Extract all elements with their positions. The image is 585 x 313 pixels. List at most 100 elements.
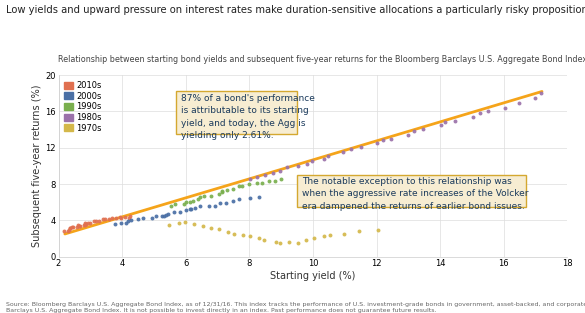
Point — [81, 221, 91, 226]
Point — [182, 208, 191, 213]
Point — [356, 145, 366, 150]
Point — [166, 203, 176, 208]
Point — [73, 223, 82, 228]
Point — [169, 209, 178, 214]
Point — [301, 238, 310, 243]
Point — [160, 213, 169, 218]
Point — [111, 222, 120, 227]
Point — [126, 214, 135, 219]
Y-axis label: Subsequent five-year returns (%): Subsequent five-year returns (%) — [32, 85, 42, 247]
Point — [276, 240, 285, 245]
Point — [229, 186, 238, 191]
Point — [176, 209, 185, 214]
Point — [323, 154, 332, 159]
Point — [64, 228, 74, 233]
Point — [147, 215, 156, 220]
Point — [268, 170, 277, 175]
Point — [254, 194, 264, 199]
Point — [271, 239, 280, 244]
Point — [101, 217, 110, 222]
Point — [193, 197, 202, 202]
Point — [174, 221, 184, 226]
Point — [253, 180, 262, 185]
Point — [198, 224, 208, 229]
Point — [475, 110, 484, 115]
Point — [234, 183, 243, 188]
Point — [83, 220, 92, 225]
Point — [235, 197, 244, 202]
Point — [223, 229, 232, 234]
Point — [124, 215, 133, 220]
Text: 87% of a bond's performance
is attributable to its starting
yield, and today, th: 87% of a bond's performance is attributa… — [181, 94, 315, 140]
Point — [117, 221, 126, 226]
Point — [205, 204, 214, 209]
Point — [85, 220, 94, 225]
Point — [254, 236, 264, 241]
Point — [179, 201, 188, 206]
Point — [80, 221, 90, 226]
Point — [157, 213, 167, 218]
Point — [190, 222, 199, 227]
Point — [66, 225, 75, 230]
Point — [206, 225, 215, 230]
Point — [190, 205, 199, 210]
Point — [309, 235, 319, 240]
Point — [74, 223, 84, 228]
Point — [436, 122, 445, 127]
Point — [325, 233, 335, 238]
Point — [302, 161, 312, 166]
Point — [536, 90, 545, 95]
Point — [185, 199, 195, 204]
Point — [66, 225, 75, 230]
Point — [133, 217, 143, 222]
Point — [319, 234, 329, 239]
Point — [245, 196, 254, 201]
Point — [99, 217, 108, 222]
Point — [230, 231, 239, 236]
Point — [186, 207, 195, 212]
Point — [373, 141, 382, 146]
Point — [264, 178, 273, 183]
Point — [196, 204, 205, 209]
Point — [237, 184, 246, 189]
Point — [218, 189, 227, 194]
Point — [92, 219, 101, 224]
Point — [189, 198, 198, 203]
Point — [294, 164, 303, 169]
Point — [260, 238, 269, 243]
Point — [441, 120, 450, 125]
Point — [275, 168, 284, 173]
X-axis label: Starting yield (%): Starting yield (%) — [270, 271, 356, 281]
Point — [222, 187, 232, 192]
Point — [210, 203, 219, 208]
Point — [483, 109, 492, 114]
Text: Relationship between starting bond yields and subsequent five-year returns for t: Relationship between starting bond yield… — [58, 55, 585, 64]
Point — [60, 228, 69, 233]
Point — [419, 126, 428, 131]
Text: The notable exception to this relationship was
when the aggressive rate increase: The notable exception to this relationsh… — [302, 177, 528, 211]
Point — [180, 220, 190, 225]
Point — [104, 216, 113, 221]
Point — [199, 193, 209, 198]
Point — [164, 223, 173, 228]
Point — [196, 195, 205, 200]
Point — [207, 193, 216, 198]
Point — [284, 240, 294, 245]
Point — [215, 201, 225, 206]
Point — [501, 105, 510, 110]
Point — [410, 128, 419, 133]
Point — [514, 100, 523, 105]
Point — [80, 222, 90, 227]
Point — [73, 225, 82, 230]
Point — [271, 178, 280, 183]
Point — [139, 216, 148, 221]
Point — [238, 232, 247, 237]
Point — [161, 212, 170, 217]
Point — [89, 219, 98, 224]
Point — [67, 224, 77, 229]
Point — [293, 240, 302, 245]
Point — [95, 218, 104, 223]
Point — [339, 149, 348, 154]
Point — [319, 156, 328, 162]
Point — [282, 165, 291, 170]
